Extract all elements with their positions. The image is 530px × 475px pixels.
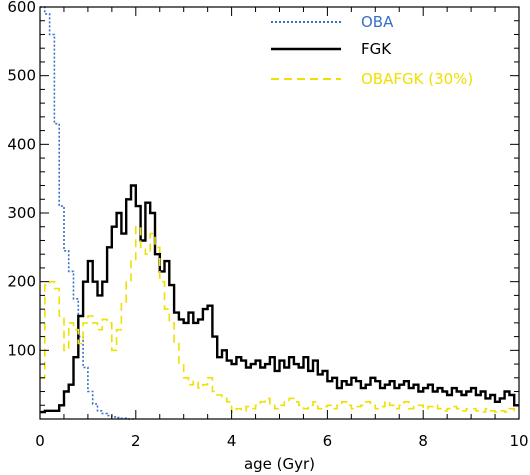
legend: OBA FGK OBAFGK (30%) [271,13,473,88]
x-tick-label: 8 [418,432,428,450]
x-tick-label: 6 [323,432,333,450]
axis-ticks [39,6,520,420]
x-tick-label: 4 [227,432,237,450]
series-layer [40,6,519,420]
x-axis-label: age (Gyr) [244,455,315,473]
series-line-3 [40,225,519,413]
y-tick-label: 300 [7,204,36,222]
x-tick-label: 10 [509,432,528,450]
y-tick-label: 100 [7,341,36,359]
y-tick-label: 400 [7,135,36,153]
x-tick-label: 0 [35,432,45,450]
legend-label-2: FGK [361,40,392,58]
y-tick-label: 200 [7,273,36,291]
y-tick-label: 500 [7,67,36,85]
legend-label-1: OBA [361,13,394,31]
series-line-2 [40,184,519,414]
series-line-1 [40,6,136,420]
x-tick-label: 2 [131,432,141,450]
plot-frame [39,6,520,420]
legend-label-3: OBAFGK (30%) [361,70,473,88]
y-tick-label: 600 [7,0,36,16]
axis-tick-labels: 0 2 4 6 8 10 100 200 300 400 500 600 [7,0,528,450]
